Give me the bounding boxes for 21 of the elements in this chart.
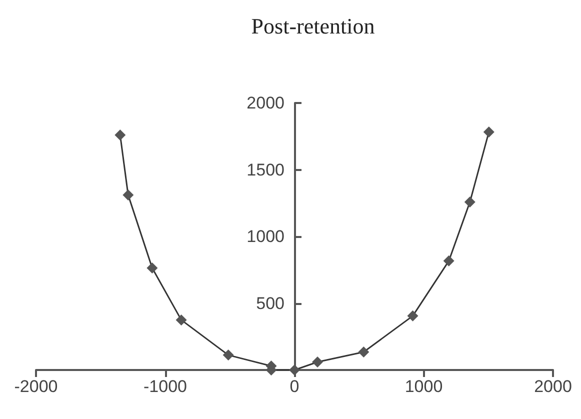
point bbox=[176, 314, 187, 326]
x-tick-label: 2000 bbox=[534, 377, 572, 396]
point bbox=[483, 126, 494, 138]
y-tick-label: 500 bbox=[256, 294, 284, 313]
x-tick-label: 1000 bbox=[404, 377, 443, 396]
x-tick-label: -2000 bbox=[14, 377, 58, 396]
point bbox=[464, 196, 476, 208]
point bbox=[312, 356, 324, 368]
point bbox=[222, 350, 234, 361]
point bbox=[358, 346, 370, 358]
y-tick-label: 1500 bbox=[246, 160, 284, 180]
point bbox=[114, 130, 126, 141]
point bbox=[146, 262, 158, 274]
point bbox=[122, 189, 134, 200]
point bbox=[443, 255, 454, 266]
point bbox=[407, 310, 418, 322]
chart-title: Post-retention bbox=[251, 14, 375, 38]
y-tick-label: 1000 bbox=[246, 227, 284, 246]
x-tick-label: 0 bbox=[290, 377, 300, 396]
x-tick-label: -1000 bbox=[144, 377, 187, 396]
y-tick-label: 2000 bbox=[246, 94, 284, 112]
